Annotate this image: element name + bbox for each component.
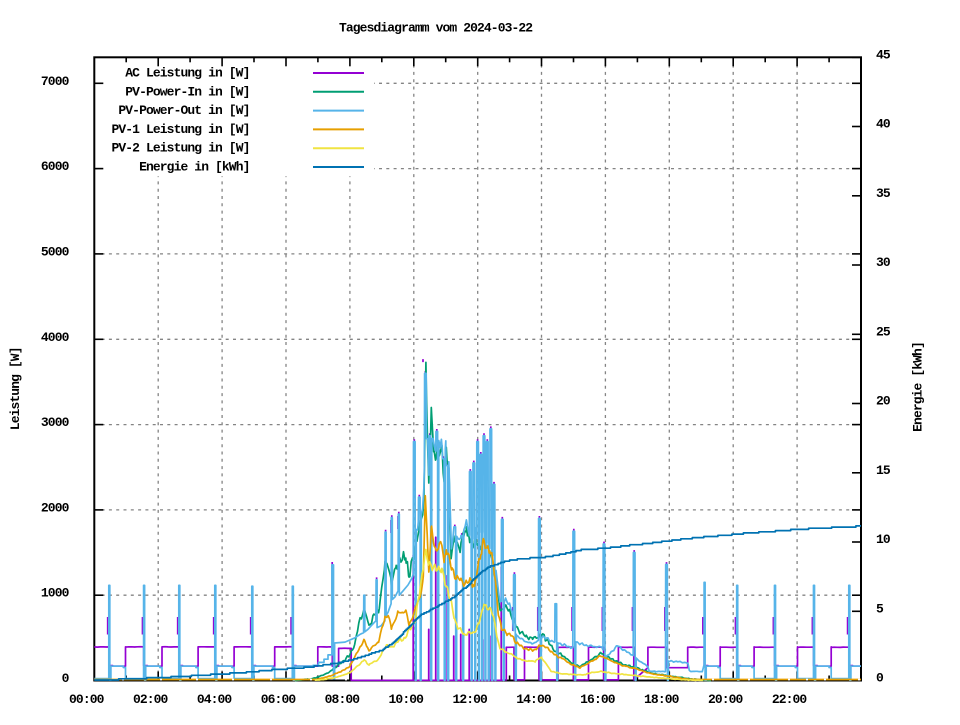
svg-text:PV-1 Leistung in [W]: PV-1 Leistung in [W] [111,122,249,137]
svg-text:02:00: 02:00 [133,692,169,707]
svg-text:18:00: 18:00 [644,692,680,707]
svg-text:PV-Power-Out in [W]: PV-Power-Out in [W] [118,103,249,118]
svg-text:4000: 4000 [41,330,70,345]
svg-text:2000: 2000 [41,500,70,515]
svg-text:04:00: 04:00 [197,692,233,707]
svg-text:PV-Power-In in [W]: PV-Power-In in [W] [125,84,249,99]
svg-text:5: 5 [876,601,884,616]
svg-text:06:00: 06:00 [261,692,297,707]
svg-text:Leistung [W]: Leistung [W] [8,347,23,430]
svg-text:0: 0 [62,671,70,686]
svg-text:5000: 5000 [41,244,70,259]
svg-text:Tagesdiagramm vom 2024-03-22: Tagesdiagramm vom 2024-03-22 [339,21,533,36]
svg-text:30: 30 [876,255,891,270]
svg-text:22:00: 22:00 [772,692,808,707]
svg-text:AC Leistung in [W]: AC Leistung in [W] [125,66,249,81]
svg-text:Energie in [kWh]: Energie in [kWh] [139,160,249,175]
svg-text:14:00: 14:00 [516,692,552,707]
svg-text:10:00: 10:00 [389,692,425,707]
svg-text:10: 10 [876,532,891,547]
svg-text:15: 15 [876,463,891,478]
svg-text:45: 45 [876,47,891,62]
svg-text:00:00: 00:00 [69,692,105,707]
svg-text:08:00: 08:00 [325,692,361,707]
svg-text:16:00: 16:00 [580,692,616,707]
svg-text:20: 20 [876,394,891,409]
svg-text:35: 35 [876,186,891,201]
svg-text:6000: 6000 [41,159,70,174]
svg-text:20:00: 20:00 [708,692,744,707]
svg-text:12:00: 12:00 [452,692,488,707]
svg-text:3000: 3000 [41,415,70,430]
svg-text:25: 25 [876,324,891,339]
svg-text:7000: 7000 [41,74,70,89]
svg-text:1000: 1000 [41,586,70,601]
svg-text:0: 0 [876,671,884,686]
svg-text:PV-2 Leistung in [W]: PV-2 Leistung in [W] [111,141,249,156]
svg-text:Energie [kWh]: Energie [kWh] [911,342,926,432]
svg-text:40: 40 [876,117,891,132]
